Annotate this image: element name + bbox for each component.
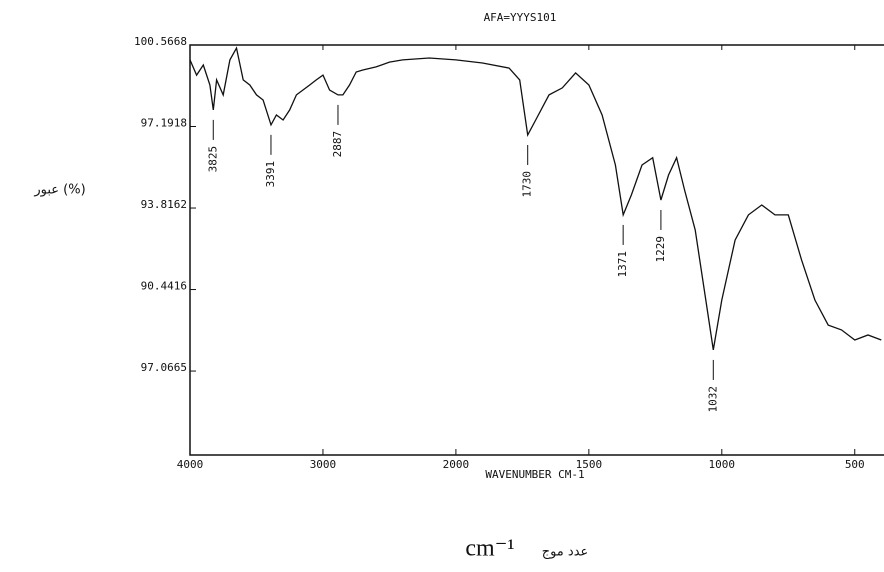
peak-label: 1032 bbox=[706, 386, 719, 413]
spectrum-line bbox=[189, 46, 882, 351]
x-axis-label-ar: عدد موج bbox=[542, 545, 589, 560]
x-tick-label: 4000 bbox=[177, 458, 204, 471]
peak-label: 1229 bbox=[654, 236, 667, 263]
peak-label: 3391 bbox=[264, 161, 277, 188]
y-tick-label: 97.1918 bbox=[141, 117, 187, 130]
peak-label: 3825 bbox=[206, 146, 219, 173]
y-tick-label: 90.4416 bbox=[141, 280, 187, 293]
y-tick-label: 93.8162 bbox=[141, 198, 187, 211]
peak-label: 1730 bbox=[521, 171, 534, 198]
x-tick-label: 2000 bbox=[443, 458, 470, 471]
y-tick-label: 97.0665 bbox=[141, 361, 187, 374]
x-axis-label: WAVENUMBER CM-1 bbox=[485, 468, 584, 481]
plot-frame bbox=[189, 44, 884, 456]
peak-label: 1371 bbox=[616, 251, 629, 278]
chart-title: AFA=YYYS101 bbox=[484, 11, 557, 24]
x-tick-label: 500 bbox=[845, 458, 865, 471]
x-tick-label: 3000 bbox=[310, 458, 337, 471]
x-unit-label: cm⁻¹ bbox=[465, 536, 514, 562]
x-tick-label: 1000 bbox=[709, 458, 736, 471]
peak-label: 2887 bbox=[331, 131, 344, 158]
x-tick-label: 1500 bbox=[576, 458, 603, 471]
y-tick-label: 100.5668 bbox=[134, 35, 187, 48]
y-axis-label: عبور (%) bbox=[33, 183, 85, 198]
